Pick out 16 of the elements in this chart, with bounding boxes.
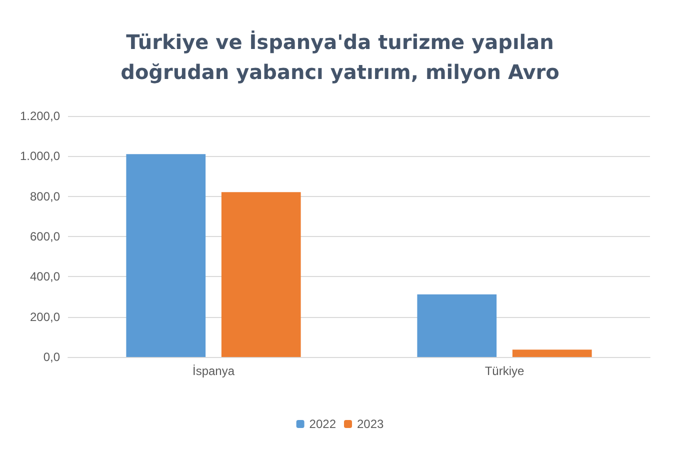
legend-label: 2023 — [357, 417, 384, 431]
chart-title: Türkiye ve İspanya'da turizme yapılan doğrudan yabancı yatırım, milyon Avro — [120, 30, 560, 84]
y-tick-label: 600,0 — [30, 230, 60, 244]
y-tick-label: 800,0 — [30, 189, 60, 204]
y-tick-label: 0,0 — [43, 350, 60, 364]
legend-label: 2022 — [309, 417, 336, 431]
y-tick-label: 1.200,0 — [20, 109, 60, 123]
x-tick-label: Türkiye — [484, 364, 524, 378]
bar — [126, 154, 206, 357]
bar — [221, 192, 301, 357]
y-tick-label: 400,0 — [30, 270, 60, 284]
x-tick-label: İspanya — [192, 364, 235, 378]
y-tick-label: 200,0 — [30, 310, 60, 324]
y-tick-label: 1.000,0 — [20, 149, 60, 164]
bar — [512, 350, 592, 357]
bar — [417, 294, 497, 357]
